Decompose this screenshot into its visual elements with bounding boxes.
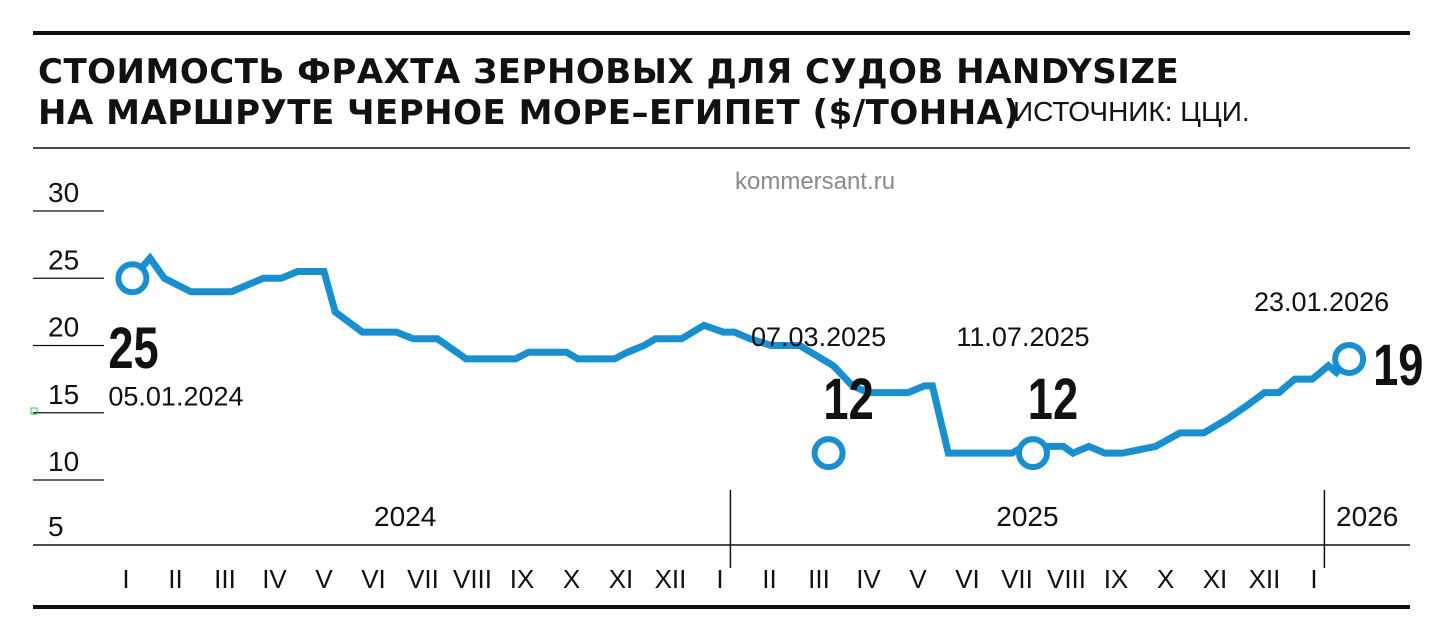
- watermark: kommersant.ru: [735, 168, 896, 195]
- month-label: IX: [1104, 564, 1129, 594]
- y-tick-label: 15: [48, 379, 79, 410]
- month-label: I: [1310, 564, 1317, 594]
- month-label: XII: [1249, 564, 1281, 594]
- y-tick-label: 10: [48, 446, 79, 477]
- y-tick-label: 20: [48, 312, 79, 343]
- month-label: II: [762, 564, 776, 594]
- month-label: IV: [262, 564, 287, 594]
- month-label: III: [808, 564, 830, 594]
- chart-title-line-2: НА МАРШРУТЕ ЧЕРНОЕ МОРЕ–ЕГИПЕТ ($/ТОННА): [38, 93, 1020, 133]
- date-annotation: 05.01.2024: [108, 381, 243, 411]
- month-label: VII: [1001, 564, 1033, 594]
- highlight-marker: [115, 261, 150, 296]
- year-label: 2026: [1336, 501, 1398, 532]
- month-label: VII: [407, 564, 439, 594]
- y-tick-label: 5: [48, 511, 64, 542]
- month-label: V: [909, 564, 927, 594]
- source-note: ИСТОЧНИК: ЦЦИ.: [1013, 96, 1250, 127]
- value-annotation: 12: [823, 368, 873, 433]
- month-label: VIII: [1047, 564, 1086, 594]
- month-label: IX: [510, 564, 535, 594]
- value-annotation: 12: [1028, 368, 1078, 433]
- month-label: X: [563, 564, 580, 594]
- value-annotation: 25: [108, 317, 158, 382]
- highlight-marker: [1332, 341, 1367, 376]
- date-annotation: 23.01.2026: [1254, 287, 1389, 317]
- highlight-marker: [1015, 436, 1050, 471]
- year-label: 2024: [374, 501, 436, 532]
- month-label: X: [1157, 564, 1174, 594]
- month-label: XI: [609, 564, 634, 594]
- chart-title-line-1: СТОИМОСТЬ ФРАХТА ЗЕРНОВЫХ ДЛЯ СУДОВ HAND…: [38, 52, 1180, 92]
- date-annotation: 07.03.2025: [751, 322, 886, 352]
- month-label: III: [214, 564, 236, 594]
- month-label: VI: [361, 564, 386, 594]
- month-label: I: [122, 564, 129, 594]
- y-tick-label: 25: [48, 244, 79, 275]
- month-label: VI: [955, 564, 980, 594]
- year-label: 2025: [996, 501, 1058, 532]
- month-label: XII: [655, 564, 687, 594]
- month-label: IV: [856, 564, 881, 594]
- y-tick-label: 30: [48, 177, 79, 208]
- month-label: XI: [1203, 564, 1228, 594]
- month-label: V: [315, 564, 333, 594]
- highlight-marker: [811, 436, 846, 471]
- date-annotation: 11.07.2025: [956, 322, 1089, 352]
- month-label: VIII: [453, 564, 492, 594]
- series-line: [129, 252, 1352, 458]
- month-label: II: [168, 564, 182, 594]
- value-annotation: 19: [1373, 334, 1423, 399]
- edge-marker: [30, 407, 38, 415]
- month-label: I: [716, 564, 723, 594]
